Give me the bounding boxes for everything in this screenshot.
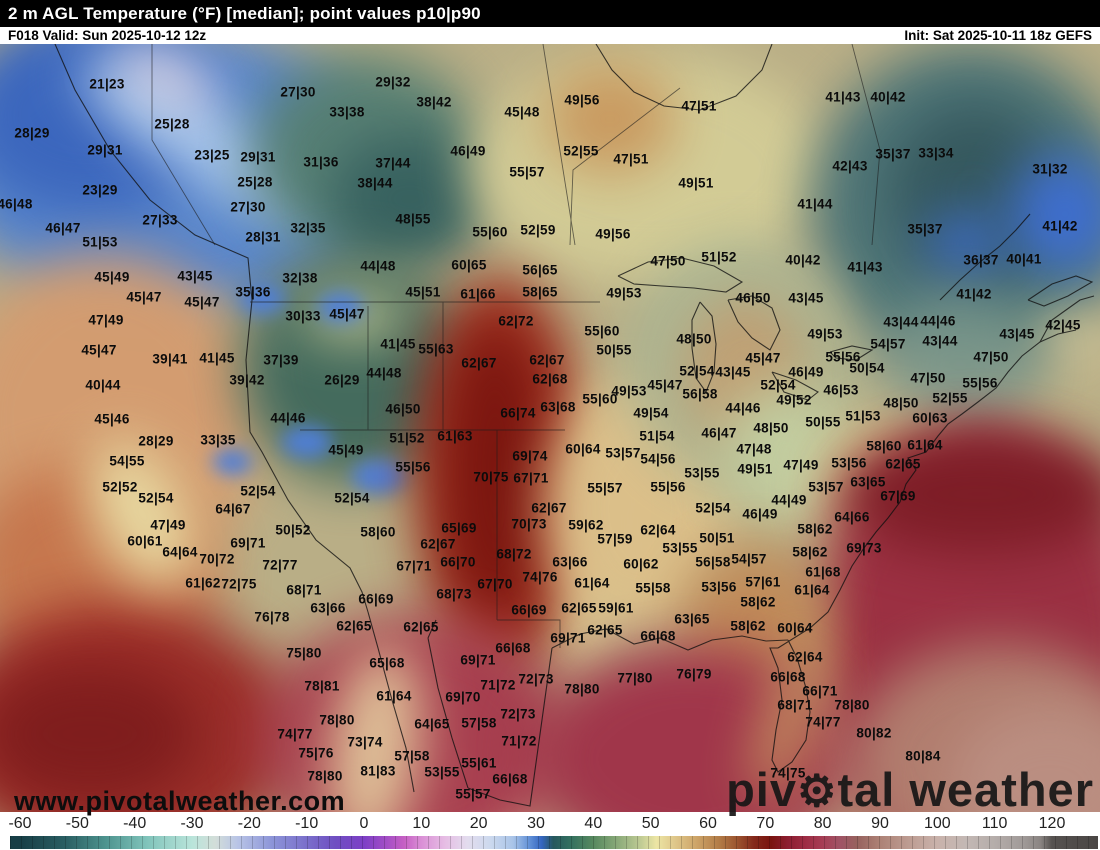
gear-icon: ⚙ xyxy=(797,767,838,816)
border-sk-mb xyxy=(542,44,576,246)
colorbar-tick-label: 70 xyxy=(756,815,775,832)
watermark-brand: piv⚙tal weather xyxy=(726,762,1094,817)
lake-michigan xyxy=(691,301,717,394)
colorbar-tick-label: -10 xyxy=(295,815,319,832)
field-blob xyxy=(330,134,490,264)
field-blob xyxy=(282,426,332,458)
field-blob xyxy=(930,214,1000,274)
sub-title-bar: F018 Valid: Sun 2025-10-12 12z Init: Sat… xyxy=(0,27,1100,44)
field-blob xyxy=(212,449,252,475)
coastline-east xyxy=(777,329,1077,649)
field-blob xyxy=(445,324,545,624)
geo-borders-layer xyxy=(54,44,1095,807)
colorbar-tick-label: 80 xyxy=(813,815,832,832)
temperature-colorbar: -60 -50 -40 -30 -20 -10 0 10 20 30 40 50 60 70 80 90 100… xyxy=(0,812,1100,850)
colorbar-tick-label: 100 xyxy=(923,815,951,832)
colorbar-tick-label: 20 xyxy=(469,815,488,832)
coastline-gulf xyxy=(467,628,789,807)
colorbar-tick-label: 120 xyxy=(1038,815,1066,832)
field-blob xyxy=(880,294,1040,434)
brand-text-post: tal weather xyxy=(837,763,1094,816)
valid-time-label: F018 Valid: Sun 2025-10-12 12z xyxy=(8,28,207,43)
map-title: 2 m AGL Temperature (°F) [median]; point… xyxy=(8,3,481,23)
colorbar-tick-label: 0 xyxy=(359,815,369,832)
field-blob xyxy=(1010,154,1100,274)
coastline-florida xyxy=(769,639,811,773)
colorbar-tick-label: 10 xyxy=(412,815,431,832)
lake-ontario xyxy=(829,345,874,361)
title-bar: 2 m AGL Temperature (°F) [median]; point… xyxy=(0,0,1100,27)
field-blob xyxy=(240,284,285,314)
temperature-field-map xyxy=(0,44,1100,812)
border-on-qc xyxy=(851,44,881,246)
lake-superior xyxy=(617,257,744,293)
field-blob xyxy=(318,292,363,322)
colorbar-tick-label: 50 xyxy=(641,815,660,832)
coastline-hudson-bay xyxy=(595,44,773,111)
colorbar-tick-label: -20 xyxy=(237,815,261,832)
coastline-stlawrence xyxy=(939,213,1031,301)
field-blob xyxy=(840,434,1100,554)
field-blob xyxy=(0,664,200,804)
field-blob xyxy=(352,459,407,494)
lake-erie xyxy=(771,371,819,401)
colorbar-tick-label: 40 xyxy=(584,815,603,832)
colorbar-tick-label: 30 xyxy=(527,815,545,832)
colorbar-gradient xyxy=(10,836,1098,849)
field-blob xyxy=(545,64,675,174)
colorbar-tick-label: 90 xyxy=(871,815,889,832)
state-line xyxy=(300,302,565,648)
lake-huron xyxy=(727,295,781,351)
colorbar-tick-label: 60 xyxy=(699,815,717,832)
colorbar-tick-label: -30 xyxy=(180,815,204,832)
colorbar-tick-label: -50 xyxy=(65,815,89,832)
colorbar-tick-label: 110 xyxy=(981,815,1008,832)
border-mb-on xyxy=(569,87,681,246)
init-time-label: Init: Sat 2025-10-11 18z GEFS xyxy=(904,28,1092,43)
colorbar-segment-lines xyxy=(10,836,1098,849)
coastline-west xyxy=(54,44,369,613)
coastline-northeast xyxy=(1027,275,1095,343)
border-ak-panhandle xyxy=(151,44,216,246)
colorbar-tick-label: -40 xyxy=(123,815,147,832)
coastline-baja xyxy=(367,611,469,793)
brand-text-pre: piv xyxy=(726,763,797,816)
colorbar-tick-label: -60 xyxy=(8,815,32,832)
watermark-url: www.pivotalweather.com xyxy=(14,786,346,816)
